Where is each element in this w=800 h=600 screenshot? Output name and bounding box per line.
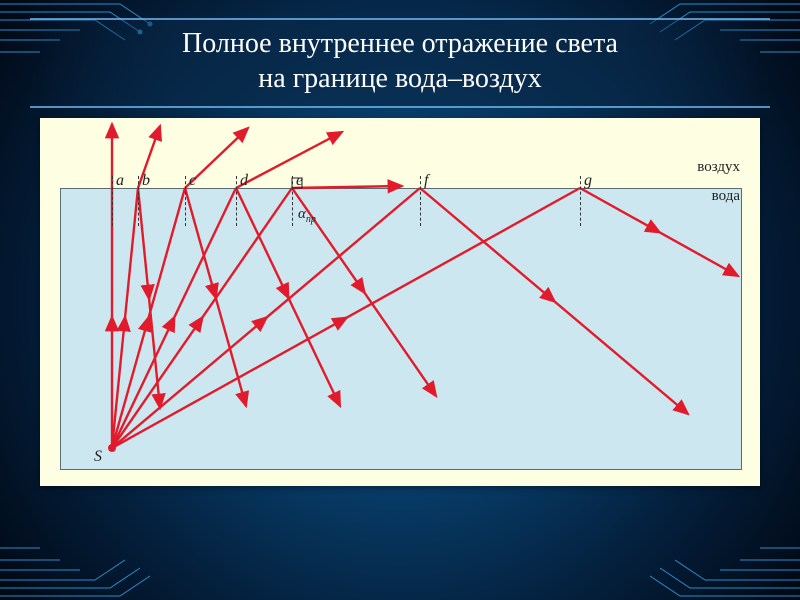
point-label: c (189, 172, 196, 190)
title-line-2: на границе вода–воздух (258, 63, 541, 94)
point-label: d (240, 172, 248, 190)
normal-tick (236, 176, 237, 226)
slide-title: Полное внутреннее отражение света на гра… (30, 18, 770, 108)
normal-tick (420, 176, 421, 226)
normal-tick (185, 176, 186, 226)
point-label: e (296, 172, 303, 190)
point-label: a (116, 172, 124, 190)
diagram-canvas: воздухводаSabcdeαпрfg (40, 118, 760, 486)
critical-angle-label: αпр (298, 206, 316, 225)
decor-corner (0, 490, 170, 600)
point-label: b (142, 172, 150, 190)
normal-tick (580, 176, 581, 226)
point-label: g (584, 172, 592, 190)
point-label: f (424, 172, 428, 190)
normal-tick (138, 176, 139, 226)
title-line-1: Полное внутреннее отражение света (182, 28, 618, 59)
decor-corner (630, 490, 800, 600)
normal-tick (112, 176, 113, 226)
normal-tick (292, 176, 293, 226)
